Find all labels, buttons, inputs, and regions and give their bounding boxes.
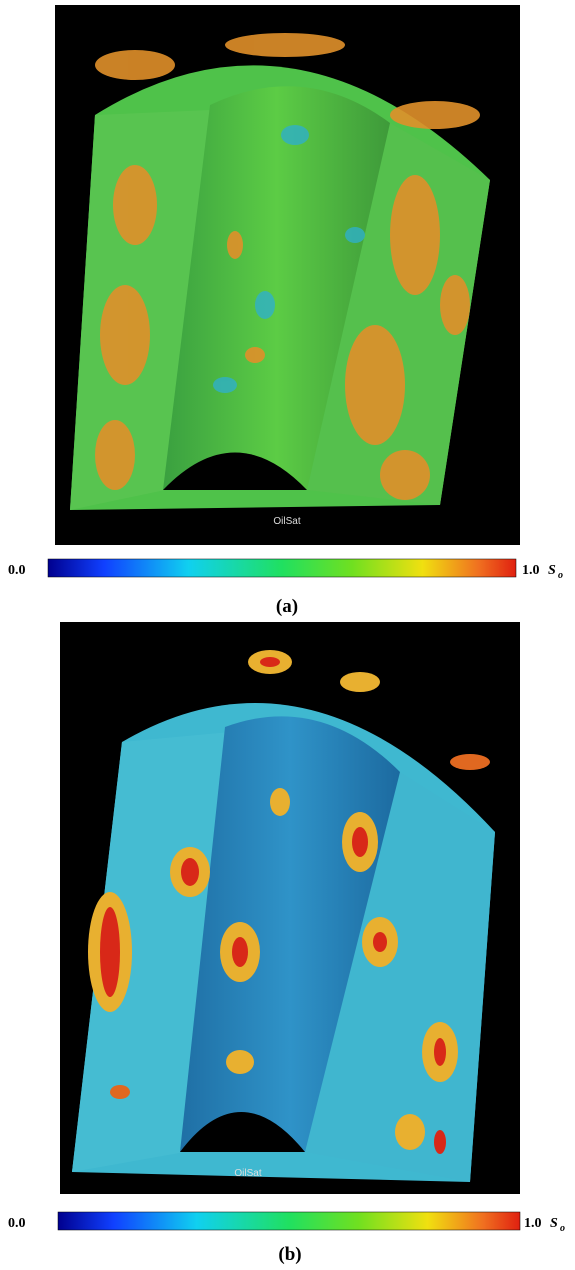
colorbar-symbol: S [550, 1216, 558, 1231]
colorbar [48, 559, 516, 577]
colorbar [58, 1212, 520, 1230]
colorbar-max: 1.0 [524, 1216, 542, 1231]
render-label: OilSat [273, 516, 300, 527]
render-label: OilSat [234, 1168, 261, 1179]
caption: (a) [276, 596, 298, 617]
colorbar-max: 1.0 [522, 563, 540, 578]
render-b: OilSat [60, 622, 520, 1194]
colorbar-min: 0.0 [8, 1216, 26, 1231]
figure: OilSat 0.0 1.0 S o (a) OilSat 0.0 1.0 [0, 0, 575, 1270]
render-a: OilSat [55, 5, 520, 545]
caption: (b) [278, 1244, 301, 1265]
colorbar-min: 0.0 [8, 563, 26, 578]
colorbar-subscript: o [558, 570, 563, 581]
colorbar-subscript: o [560, 1223, 565, 1234]
colorbar-symbol: S [548, 563, 556, 578]
